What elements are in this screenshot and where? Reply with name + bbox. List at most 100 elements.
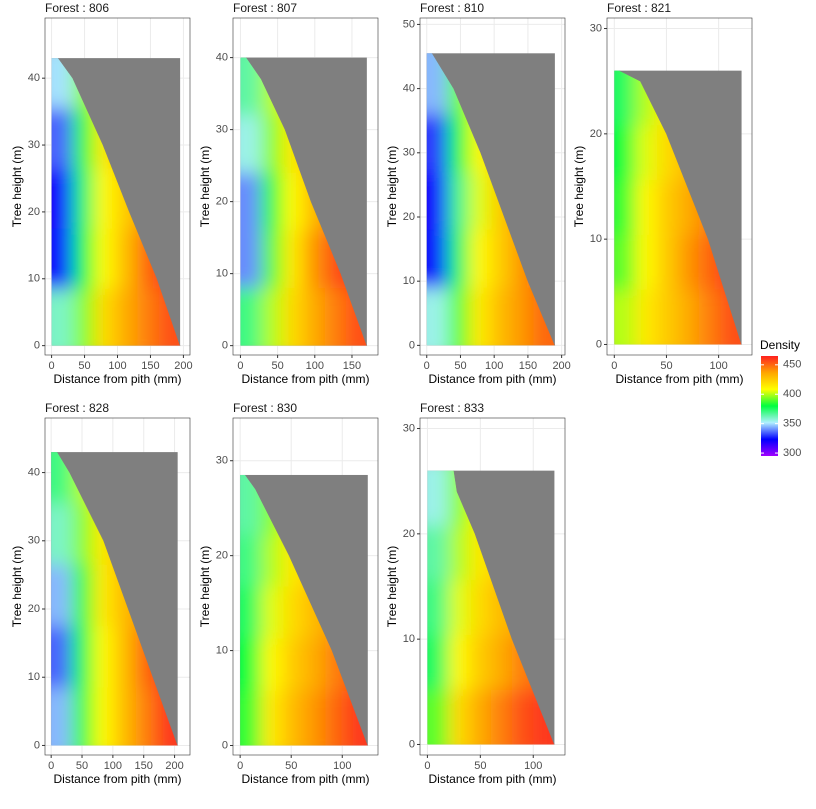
y-tick-label: 0 xyxy=(34,739,40,751)
density-cell xyxy=(448,580,470,635)
density-cell xyxy=(656,289,678,345)
density-cell xyxy=(72,564,94,627)
panel-border xyxy=(419,17,566,356)
density-cell xyxy=(426,114,448,173)
density-cell xyxy=(677,289,699,345)
y-tick-label: 20 xyxy=(216,196,228,208)
x-tick-label: 100 xyxy=(333,760,351,772)
y-tick-label: 10 xyxy=(28,273,40,285)
stem-outline xyxy=(57,57,181,346)
density-cell xyxy=(51,228,74,289)
density-cell xyxy=(469,689,491,745)
density-cell xyxy=(614,289,636,345)
legend-tick-label: 350 xyxy=(783,418,801,430)
x-tick-label: 150 xyxy=(343,360,361,372)
x-tick-label: 150 xyxy=(519,360,537,372)
density-cell xyxy=(490,229,513,288)
x-tick-label: 100 xyxy=(524,760,542,772)
density-cell xyxy=(427,580,449,635)
legend-tick-label: 300 xyxy=(783,447,801,459)
density-cell xyxy=(303,638,326,691)
y-tick-label: 50 xyxy=(403,18,415,30)
y-tick-label: 40 xyxy=(28,466,40,478)
density-cell xyxy=(635,125,657,181)
density-cell xyxy=(469,634,491,690)
density-cell xyxy=(490,634,513,690)
density-cell xyxy=(469,580,491,635)
density-cell xyxy=(240,690,262,746)
density-cell xyxy=(94,228,116,289)
panel-title: Forest : 830 xyxy=(233,401,297,415)
density-cell xyxy=(512,287,534,346)
x-tick-label: 50 xyxy=(271,360,283,372)
panel-title: Forest : 810 xyxy=(420,1,484,15)
y-tick-label: 0 xyxy=(222,340,228,352)
y-tick-label: 10 xyxy=(403,633,415,645)
density-cell xyxy=(447,114,470,173)
y-tick-label: 0 xyxy=(409,738,415,750)
x-tick-label: 150 xyxy=(135,760,153,772)
density-cell xyxy=(677,234,699,290)
y-tick-label: 10 xyxy=(216,268,228,280)
density-cell xyxy=(51,687,73,746)
density-cell xyxy=(137,288,159,346)
density-cell xyxy=(135,687,157,746)
density-cell xyxy=(469,172,491,230)
density-cell xyxy=(51,503,73,565)
density-cell xyxy=(261,288,283,346)
x-axis-label: Distance from pith (mm) xyxy=(241,772,369,786)
x-axis-label: Distance from pith (mm) xyxy=(615,372,743,386)
y-axis-label: Tree height (m) xyxy=(10,546,24,628)
x-tick-label: 50 xyxy=(78,360,90,372)
x-tick-label: 0 xyxy=(48,760,54,772)
x-tick-label: 0 xyxy=(424,360,430,372)
density-cell xyxy=(469,287,491,346)
x-tick-label: 100 xyxy=(104,760,122,772)
density-cell xyxy=(656,180,678,235)
density-cell xyxy=(73,288,95,346)
y-tick-label: 30 xyxy=(28,535,40,547)
y-tick-label: 20 xyxy=(28,603,40,615)
x-tick-label: 100 xyxy=(108,360,126,372)
x-axis-label: Distance from pith (mm) xyxy=(428,372,556,386)
y-axis-label: Tree height (m) xyxy=(10,146,24,228)
x-tick-label: 150 xyxy=(141,360,159,372)
colorbar xyxy=(761,356,778,456)
density-cell xyxy=(447,229,470,288)
density-cell xyxy=(282,638,304,691)
legend-tick-label: 400 xyxy=(783,388,801,400)
density-cell xyxy=(51,288,74,346)
density-cell xyxy=(51,564,73,627)
y-axis-label: Tree height (m) xyxy=(198,146,212,228)
density-cell xyxy=(94,168,116,229)
stem-outline xyxy=(453,470,555,745)
panel-title: Forest : 807 xyxy=(233,1,297,15)
y-axis-label: Tree height (m) xyxy=(385,546,399,628)
density-cell xyxy=(115,288,138,346)
y-tick-label: 20 xyxy=(216,550,228,562)
density-cell xyxy=(324,288,347,346)
stem-outline xyxy=(245,474,369,746)
density-cell xyxy=(325,690,347,746)
density-cell xyxy=(261,230,283,289)
density-cell xyxy=(427,689,449,745)
density-cell xyxy=(698,289,721,345)
y-tick-label: 30 xyxy=(28,139,40,151)
y-axis-label: Tree height (m) xyxy=(572,146,586,228)
panel-border xyxy=(44,417,191,756)
y-tick-label: 40 xyxy=(403,83,415,95)
density-cell xyxy=(51,168,74,229)
density-cell xyxy=(240,288,262,346)
x-tick-label: 100 xyxy=(709,360,727,372)
density-cell xyxy=(427,470,449,526)
x-axis-label: Distance from pith (mm) xyxy=(53,372,181,386)
density-cell xyxy=(73,168,95,229)
density-cell xyxy=(93,564,115,627)
density-cell xyxy=(261,115,283,173)
y-axis-label: Tree height (m) xyxy=(385,146,399,228)
density-cell xyxy=(303,288,325,346)
panel-border xyxy=(232,417,379,756)
x-tick-label: 200 xyxy=(165,760,183,772)
y-tick-label: 20 xyxy=(403,211,415,223)
